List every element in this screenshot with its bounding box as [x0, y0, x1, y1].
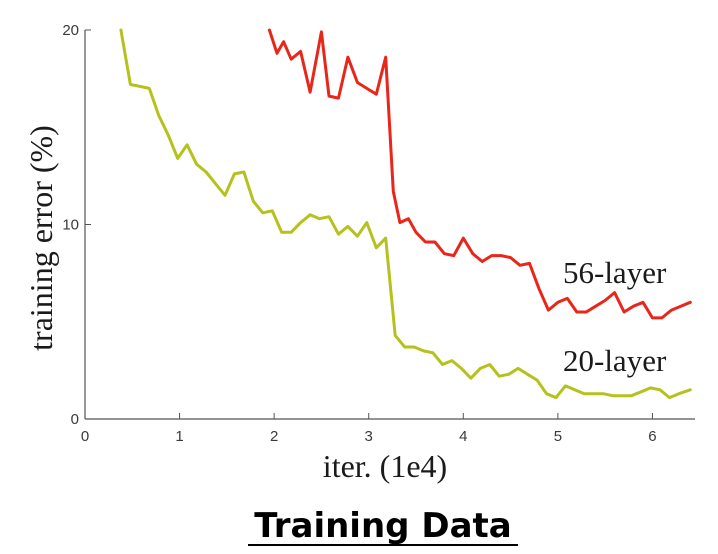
x-axis-label: iter. (1e4): [323, 448, 447, 484]
x-tick-label: 0: [81, 428, 89, 445]
x-tick-label: 4: [459, 428, 467, 445]
y-tick-label: 10: [62, 217, 79, 234]
x-tick-label: 5: [554, 428, 562, 445]
x-tick-label: 1: [175, 428, 183, 445]
series-lines: [119, 28, 692, 400]
x-tick-label: 3: [365, 428, 373, 445]
chart-caption: Training Data: [254, 506, 511, 546]
tick-marks: 0 1 2 3 4 5 6 0 10 20: [62, 22, 656, 445]
series-line-20-layer: [119, 28, 692, 400]
series-label-20-layer: 20-layer: [563, 343, 667, 378]
x-tick-label: 6: [648, 428, 656, 445]
series-line-56-layer: [267, 28, 692, 320]
y-tick-label: 0: [71, 411, 79, 428]
series-label-56-layer: 56-layer: [563, 255, 667, 290]
y-tick-label: 20: [62, 22, 79, 39]
y-axis-label: training error (%): [23, 125, 59, 351]
x-tick-label: 2: [270, 428, 278, 445]
